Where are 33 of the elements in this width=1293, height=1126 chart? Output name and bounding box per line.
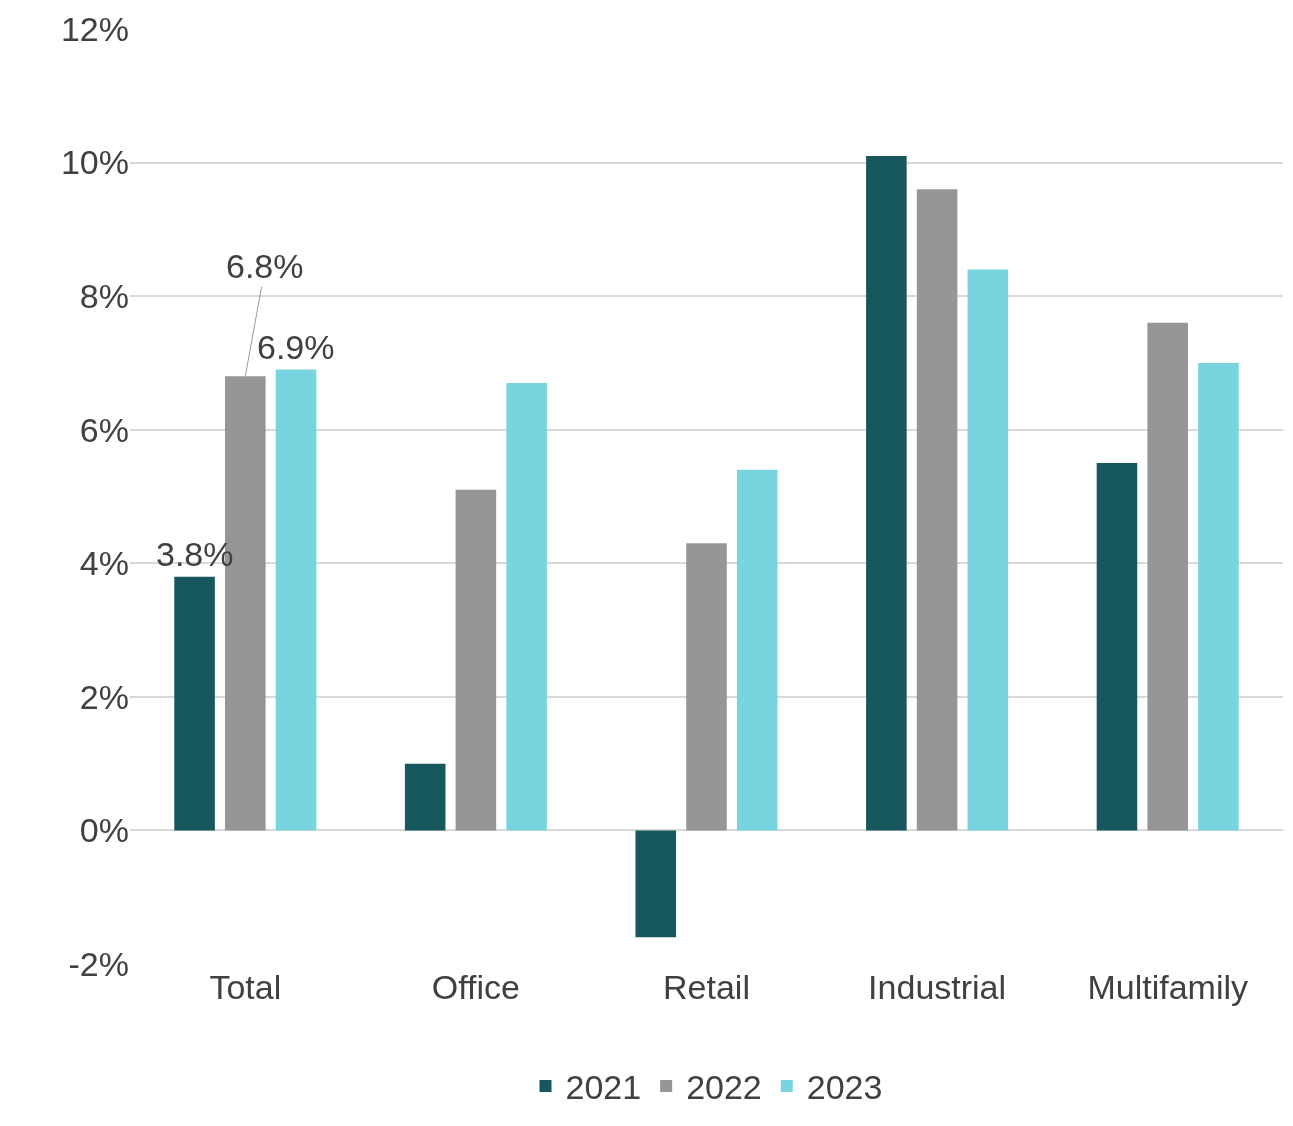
bar	[916, 189, 958, 831]
bar	[1147, 322, 1188, 831]
bar	[686, 543, 727, 831]
y-tick-label: -2%	[68, 944, 129, 983]
x-tick-label: Multifamily	[1087, 968, 1248, 1006]
data-label: 3.8%	[156, 535, 234, 573]
y-tick-label: 2%	[79, 677, 129, 716]
bar	[736, 469, 778, 831]
data-label: 6.8%	[226, 247, 304, 285]
legend-label: 2021	[565, 1068, 642, 1107]
y-tick-label: 8%	[79, 277, 129, 316]
data-label: 6.9%	[257, 328, 335, 366]
y-tick-label: 4%	[79, 544, 129, 583]
bar	[506, 382, 547, 831]
legend-label: 2023	[806, 1068, 883, 1107]
y-tick-label: 0%	[79, 811, 129, 850]
bar	[635, 830, 677, 938]
x-tick-label: Industrial	[868, 968, 1007, 1006]
bar	[275, 369, 317, 831]
bar	[866, 155, 907, 831]
legend-label: 2022	[686, 1068, 762, 1107]
bar	[1096, 463, 1138, 831]
y-tick-label: 12%	[60, 9, 129, 48]
bar	[174, 576, 215, 831]
x-tick-label: Office	[431, 968, 520, 1006]
bar	[1198, 362, 1239, 831]
bar	[967, 269, 1009, 831]
x-tick-label: Retail	[663, 968, 750, 1006]
y-tick-label: 10%	[60, 143, 129, 182]
bar	[455, 489, 497, 831]
y-tick-label: 6%	[79, 410, 129, 449]
bar	[404, 763, 446, 831]
x-tick-label: Total	[209, 968, 282, 1006]
